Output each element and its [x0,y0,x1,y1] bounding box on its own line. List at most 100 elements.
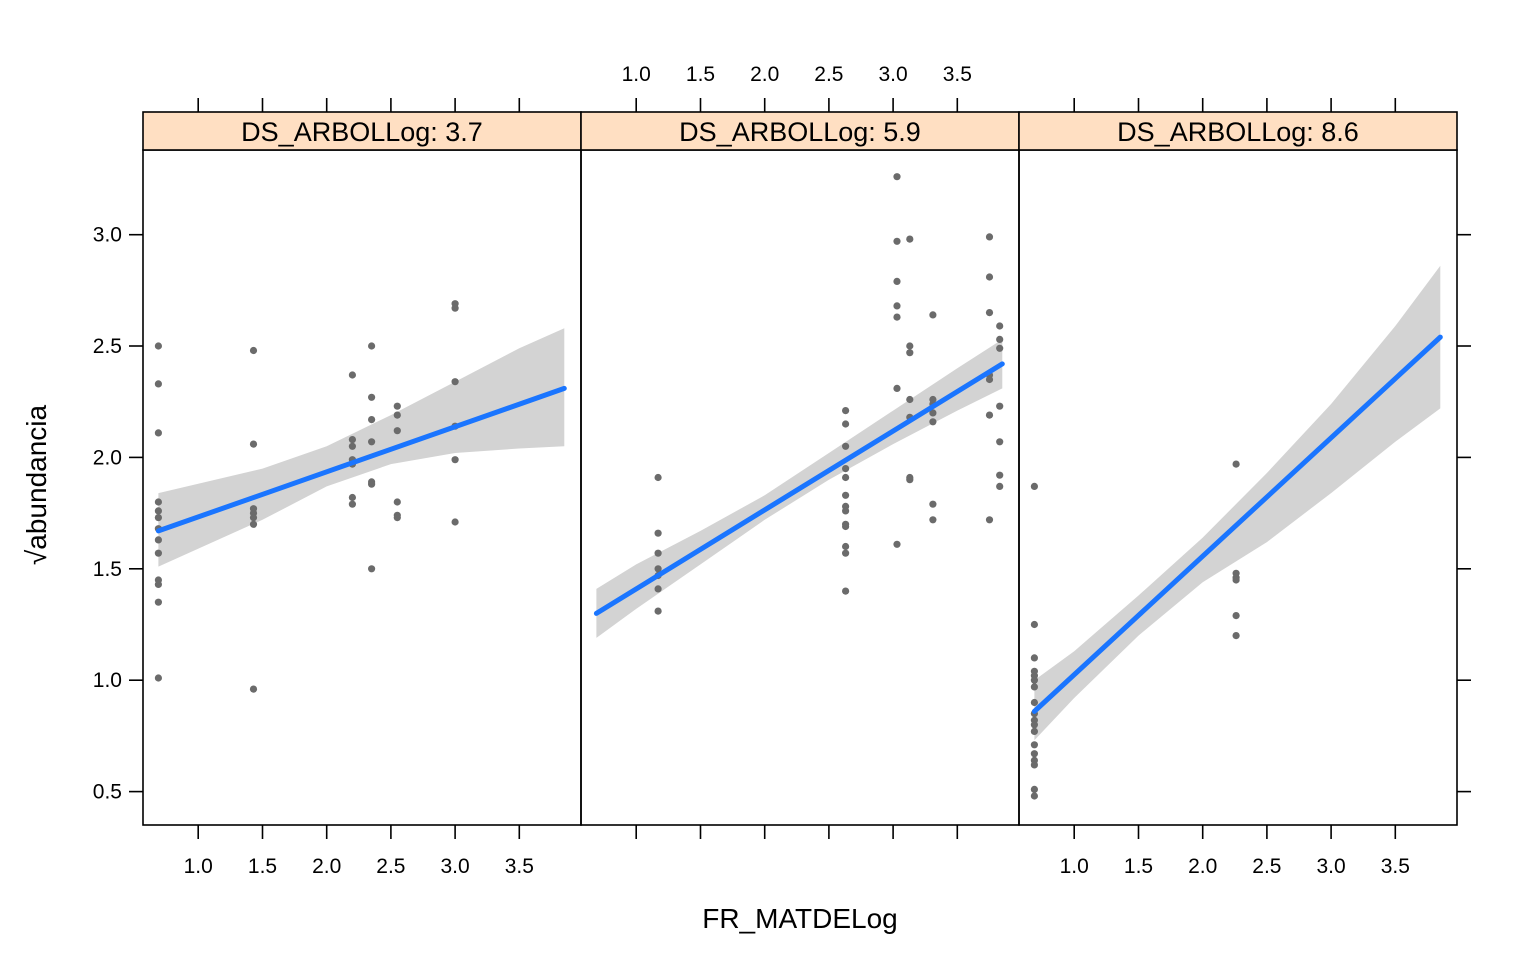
data-point [893,173,901,181]
data-point [348,500,356,508]
data-point [929,311,937,319]
fit-line [1031,334,1443,714]
data-point [929,409,937,417]
data-point [249,514,258,522]
data-point [996,335,1004,343]
data-point [906,349,914,357]
data-point [893,302,901,310]
x-tick-label-bottom: 1.5 [248,855,277,878]
data-point [1232,576,1240,584]
x-tick-label-bottom: 2.0 [312,855,341,878]
panel-border [1018,149,1458,826]
data-point [154,514,162,522]
x-tick-label-bottom: 1.0 [1060,855,1089,878]
panels-layer: DS_ARBOLLog: 3.7 1.0 1.5 2.0 2.5 3.0 3.5 DS_ARB… [142,63,1458,878]
data-point [985,516,994,524]
data-point [348,493,356,502]
data-point [842,542,850,551]
data-point [906,342,914,350]
axes-layer: 0.5 1.0 1.5 2.0 2.5 3.0 [93,224,1471,804]
x-tick-label-bottom: 2.5 [376,855,405,878]
data-point [348,371,356,379]
data-point [985,309,994,317]
data-point [842,507,850,515]
strip-label: DS_ARBOLLog: 8.6 [1117,117,1359,147]
data-point [368,416,376,424]
data-point [154,536,162,544]
x-tick-label-bottom: 2.0 [1188,855,1217,878]
x-tick-label-top: 3.5 [943,63,972,86]
data-point [1030,761,1038,769]
data-point [1030,620,1038,629]
data-point [393,514,401,522]
data-point [368,565,376,573]
data-point [1030,727,1038,736]
strip-label: DS_ARBOLLog: 5.9 [679,117,921,147]
data-point [985,273,994,281]
data-point [985,375,994,384]
data-point [654,549,662,557]
data-point [348,436,356,444]
panel-2: DS_ARBOLLog: 5.9 1.0 1.5 2.0 2.5 3.0 3.5 [580,63,1020,839]
x-tick-label-bottom: 1.0 [184,855,213,878]
data-point [996,322,1004,330]
data-point [1030,698,1038,707]
data-point [154,580,162,589]
data-point [893,384,901,392]
data-point [1030,792,1038,800]
x-tick-label-top: 3.0 [878,63,907,86]
data-point [842,442,850,450]
data-point [1030,676,1038,684]
x-tick-label-bottom: 2.5 [1252,855,1281,878]
data-point [348,442,356,450]
fit-line [593,361,1005,616]
data-point [1030,785,1038,794]
y-tick-label: 3.0 [93,224,122,247]
data-point [368,342,376,350]
data-point [654,585,662,593]
data-point [996,471,1004,479]
data-point [906,235,914,243]
data-point [368,393,376,401]
x-tick-label-top: 2.0 [750,63,779,86]
data-point [985,411,994,419]
data-point [451,378,459,386]
data-point [1030,683,1038,691]
strip-background [580,111,1020,151]
strip: DS_ARBOLLog: 8.6 [1018,111,1458,151]
y-tick-label: 2.0 [93,446,122,469]
data-point [842,522,850,531]
data-point [985,233,994,241]
data-point [654,607,662,615]
data-point [1030,741,1038,749]
x-tick-label-bottom: 1.5 [1124,855,1153,878]
data-point [154,380,162,388]
x-tick-label-bottom: 3.5 [505,855,534,878]
data-point [1030,721,1038,729]
x-tick-label-bottom: 3.0 [1316,855,1345,878]
data-point [929,500,937,508]
data-point [154,507,162,515]
x-tick-label-bottom: 3.0 [440,855,469,878]
data-point [393,498,401,506]
x-tick-label-top: 2.5 [814,63,843,86]
data-point [154,598,162,606]
data-point [654,473,662,482]
data-point [996,402,1004,410]
data-point [654,529,662,537]
fit-line [155,385,567,534]
y-tick-label: 1.0 [93,669,122,692]
data-point [929,418,937,426]
data-point [154,549,162,557]
x-tick-label-top: 1.0 [622,63,651,86]
data-point [249,685,258,693]
data-point [393,411,401,419]
strip: DS_ARBOLLog: 3.7 [142,111,582,151]
data-point [1030,654,1038,662]
data-point [368,438,376,446]
data-point [1030,750,1038,758]
strip-background [1018,111,1458,151]
y-tick-label: 1.5 [93,558,122,581]
data-point [368,480,376,488]
